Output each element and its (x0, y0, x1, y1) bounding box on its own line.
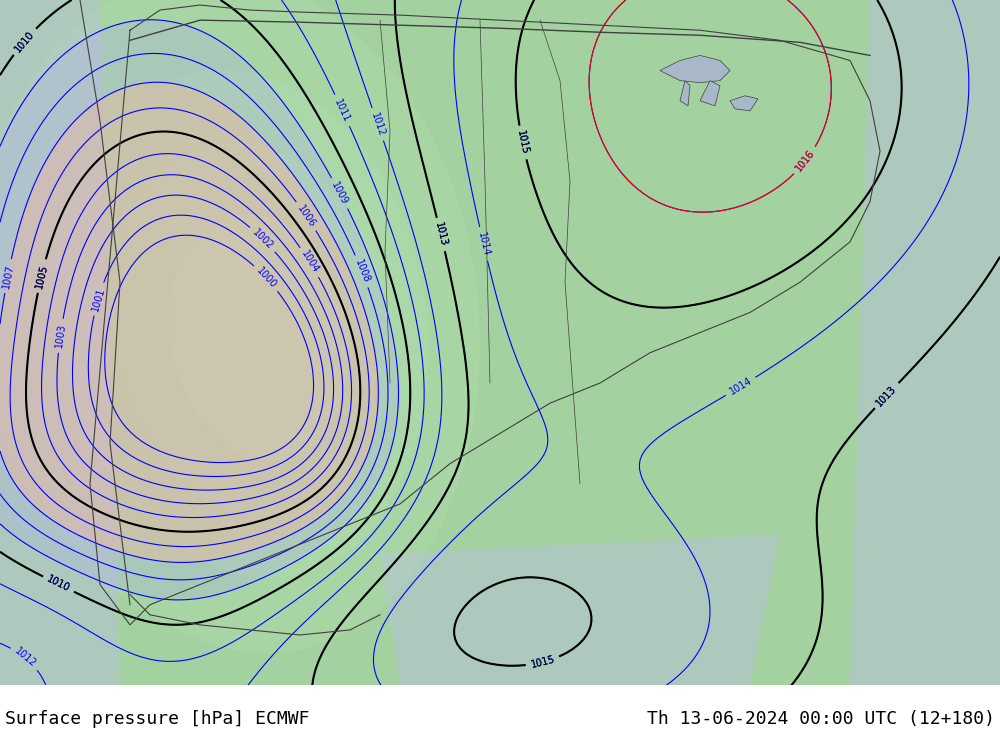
Text: 1005: 1005 (34, 263, 49, 289)
Text: 1004: 1004 (299, 249, 320, 275)
Text: 1013: 1013 (875, 383, 899, 408)
Text: 1006: 1006 (295, 203, 317, 229)
Text: 1010: 1010 (13, 29, 36, 54)
Text: 1015: 1015 (515, 130, 530, 155)
Text: 1001: 1001 (90, 286, 106, 312)
Text: 1009: 1009 (330, 180, 350, 207)
Text: 1016: 1016 (794, 148, 817, 174)
Text: 1010: 1010 (45, 574, 72, 594)
Text: 1016: 1016 (794, 148, 817, 174)
Text: 1015: 1015 (530, 654, 556, 670)
Text: 1010: 1010 (45, 574, 72, 594)
Polygon shape (660, 56, 730, 83)
Text: 1015: 1015 (530, 654, 556, 670)
Polygon shape (380, 534, 780, 685)
Text: 1014: 1014 (728, 376, 754, 397)
Text: 1013: 1013 (875, 383, 899, 408)
Text: 1002: 1002 (251, 227, 275, 251)
Polygon shape (0, 0, 120, 685)
Text: 1012: 1012 (12, 647, 38, 669)
Text: 1015: 1015 (515, 130, 530, 155)
Text: 1008: 1008 (353, 258, 371, 284)
Text: 1007: 1007 (1, 263, 15, 289)
Text: 1012: 1012 (369, 111, 386, 138)
Text: 1000: 1000 (254, 266, 278, 290)
Text: 1013: 1013 (433, 221, 449, 248)
Text: 1003: 1003 (54, 323, 67, 349)
Text: 1014: 1014 (476, 231, 491, 257)
Text: Surface pressure [hPa] ECMWF: Surface pressure [hPa] ECMWF (5, 710, 310, 728)
Text: 1011: 1011 (333, 97, 352, 124)
Polygon shape (850, 0, 1000, 685)
Polygon shape (730, 96, 758, 111)
Text: Th 13-06-2024 00:00 UTC (12+180): Th 13-06-2024 00:00 UTC (12+180) (647, 710, 995, 728)
Text: 1005: 1005 (34, 263, 49, 289)
Text: 1013: 1013 (433, 221, 449, 248)
Polygon shape (680, 81, 690, 106)
Polygon shape (700, 81, 720, 106)
Text: 1010: 1010 (13, 29, 36, 54)
